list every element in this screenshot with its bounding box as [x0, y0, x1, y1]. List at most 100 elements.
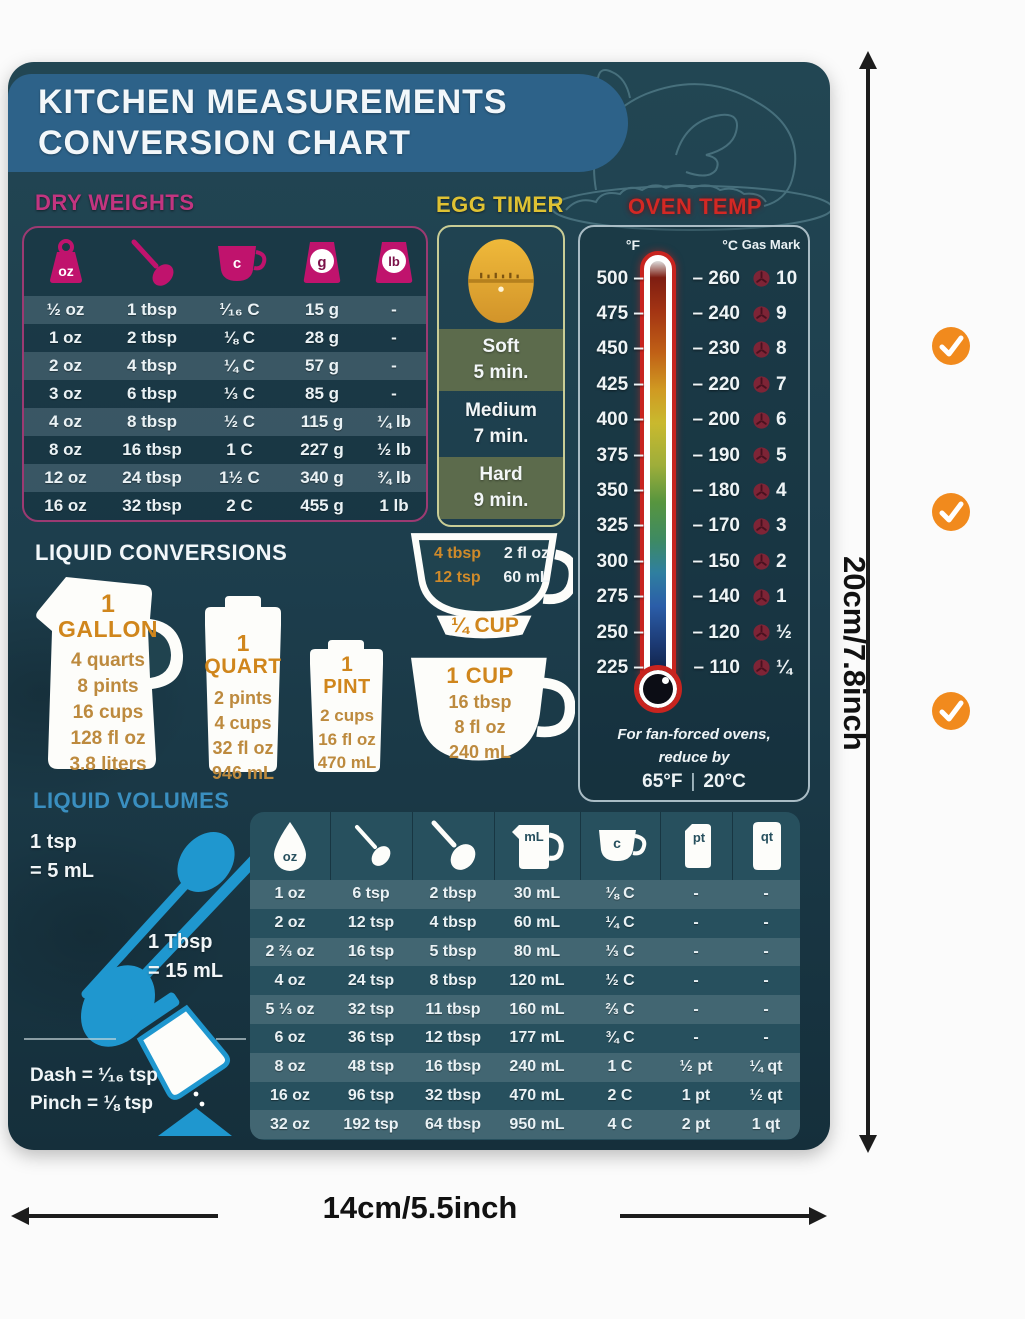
- gas-knob-icon: [753, 518, 770, 535]
- gas-mark-value: ¼: [740, 657, 812, 679]
- table-cell: 5 tbsp: [429, 942, 477, 960]
- gas-mark-value: 6: [740, 409, 812, 431]
- one-cup-line: 240 mL: [448, 741, 512, 762]
- quart-text: 1 QUART 2 pints 4 cups 32 fl oz 946 mL: [193, 631, 293, 786]
- gallon-unit: GALLON: [57, 616, 159, 643]
- table-cell: 1 oz: [48, 328, 83, 347]
- table-cell: 1 tbsp: [126, 300, 178, 319]
- footnote-line1: For fan-forced ovens,: [617, 726, 771, 743]
- gas-knob-icon: [753, 270, 770, 287]
- table-cell: -: [763, 1029, 769, 1047]
- table-cell: -: [763, 885, 769, 903]
- table-cell: -: [693, 885, 699, 903]
- fahrenheit-value: 300: [580, 551, 644, 573]
- gas-mark-value: 2: [740, 551, 812, 573]
- table-cell: 1 pt: [681, 1086, 711, 1104]
- egg-medium-time: 7 min.: [473, 426, 529, 447]
- gas-mark-value: 4: [740, 480, 812, 502]
- one-cup-line: 16 tbsp: [448, 692, 512, 713]
- pint-line: 2 cups: [320, 706, 374, 726]
- quart-line: 32 fl oz: [212, 737, 274, 758]
- egg-timer-heading: EGG TIMER: [436, 192, 564, 217]
- egg-soft-time: 5 min.: [473, 362, 529, 383]
- pint-carton-icon: pt: [684, 824, 711, 868]
- table-cell: 1 C: [226, 440, 253, 459]
- footnote-separator: |: [690, 771, 696, 792]
- table-row: 2 ⅔ oz 16 tsp 5 tbsp 80 mL ⅓ C - -: [250, 937, 800, 967]
- gas-mark-value: 1: [740, 586, 812, 608]
- svg-text:c: c: [613, 835, 621, 851]
- pint-text: 1 PINT 2 cups 16 fl oz 470 mL: [298, 653, 396, 774]
- table-row: 16 oz 32 tbsp 2 C 455 g 1 lb: [24, 492, 426, 520]
- table-cell: ¹⁄₁₆ C: [219, 300, 260, 319]
- salt-shaker-icon: [130, 992, 232, 1136]
- table-cell: -: [763, 971, 769, 989]
- width-dimension-arrow-left: [11, 1207, 218, 1225]
- quarter-cup-line: 12 tsp: [434, 569, 481, 586]
- celsius-column-header: °C: [722, 237, 738, 253]
- celsius-value: 170: [644, 515, 740, 537]
- table-cell: 227 g: [300, 440, 344, 459]
- table-cell: ½ oz: [46, 300, 85, 319]
- tablespoon-icon: [131, 239, 174, 286]
- table-row: 1 oz 6 tsp 2 tbsp 30 mL ⅛ C - -: [250, 880, 800, 909]
- table-cell: -: [391, 356, 397, 375]
- egg-soft-label: Soft: [482, 336, 520, 358]
- table-cell: 160 mL: [509, 1000, 565, 1018]
- gas-knob-icon: [753, 589, 770, 606]
- table-cell: 85 g: [304, 384, 340, 403]
- celsius-value: 200: [644, 409, 740, 431]
- oven-temp-row: 3251703: [580, 509, 808, 544]
- quarter-cup-line: 4 tbsp: [433, 545, 482, 562]
- oven-temp-row: 3001502: [580, 544, 808, 579]
- table-cell: ½ C: [605, 971, 635, 989]
- gas-mark-value: 7: [740, 374, 812, 396]
- liquid-volumes-rows: 1 oz 6 tsp 2 tbsp 30 mL ⅛ C - - 2 oz 12 tsp 4 tbs…: [250, 880, 800, 1140]
- fahrenheit-value: 400: [580, 409, 644, 431]
- table-cell: 4 oz: [274, 971, 306, 989]
- table-cell: 4 oz: [48, 412, 83, 431]
- table-cell: ¼ lb: [376, 412, 411, 431]
- egg-hard-time: 9 min.: [473, 490, 529, 511]
- oven-temp-row: 4752409: [580, 296, 808, 331]
- table-cell: ¼ C: [223, 356, 256, 375]
- page-title-line2: CONVERSION CHART: [38, 124, 412, 162]
- table-cell: 2 C: [226, 496, 253, 515]
- gas-knob-icon: [753, 306, 770, 323]
- fahrenheit-value: 275: [580, 586, 644, 608]
- tablespoon-note-line2: = 15 mL: [148, 960, 224, 982]
- oven-temp-row: 250120½: [580, 615, 808, 650]
- table-cell: 4 C: [607, 1115, 633, 1133]
- table-cell: 57 g: [304, 356, 340, 375]
- table-cell: -: [763, 914, 769, 932]
- table-cell: -: [391, 328, 397, 347]
- oven-temp-panel: °F °C Gas Mark 5002601047524094502308425…: [578, 225, 810, 802]
- table-cell: 6 tbsp: [126, 384, 178, 403]
- oven-temp-row: 50026010: [580, 261, 808, 296]
- table-cell: 32 tbsp: [122, 496, 182, 515]
- fahrenheit-value: 475: [580, 303, 644, 325]
- oven-temp-heading: OVEN TEMP: [628, 194, 763, 219]
- checkmark-icon: [931, 492, 971, 532]
- svg-text:pt: pt: [692, 830, 705, 845]
- table-cell: ⅛ C: [605, 885, 635, 903]
- height-dimension-arrow: [859, 51, 877, 1153]
- egg-hard-band: Hard 9 min.: [439, 457, 563, 519]
- quart-unit: QUART: [204, 655, 282, 679]
- oven-temp-row: 225110¼: [580, 650, 808, 685]
- oven-temp-row: 3751905: [580, 438, 808, 473]
- blue-spoons-icon: [81, 832, 262, 1047]
- table-cell: 96 tsp: [347, 1086, 395, 1104]
- dry-weights-heading: DRY WEIGHTS: [35, 190, 195, 215]
- table-cell: 950 mL: [509, 1115, 565, 1133]
- table-cell: 30 mL: [513, 885, 561, 903]
- table-cell: ⅛ C: [223, 328, 256, 347]
- table-row: 2 oz 4 tbsp ¼ C 57 g -: [24, 352, 426, 380]
- celsius-value: 260: [644, 268, 740, 290]
- mug-icon: [411, 657, 576, 761]
- checkmark-icon: [931, 691, 971, 731]
- table-cell: -: [693, 971, 699, 989]
- svg-text:oz: oz: [58, 263, 74, 279]
- dry-weights-rows: ½ oz 1 tbsp ¹⁄₁₆ C 15 g-1 oz 2 tbsp ⅛ C 28 g-2…: [24, 296, 426, 520]
- celsius-value: 180: [644, 480, 740, 502]
